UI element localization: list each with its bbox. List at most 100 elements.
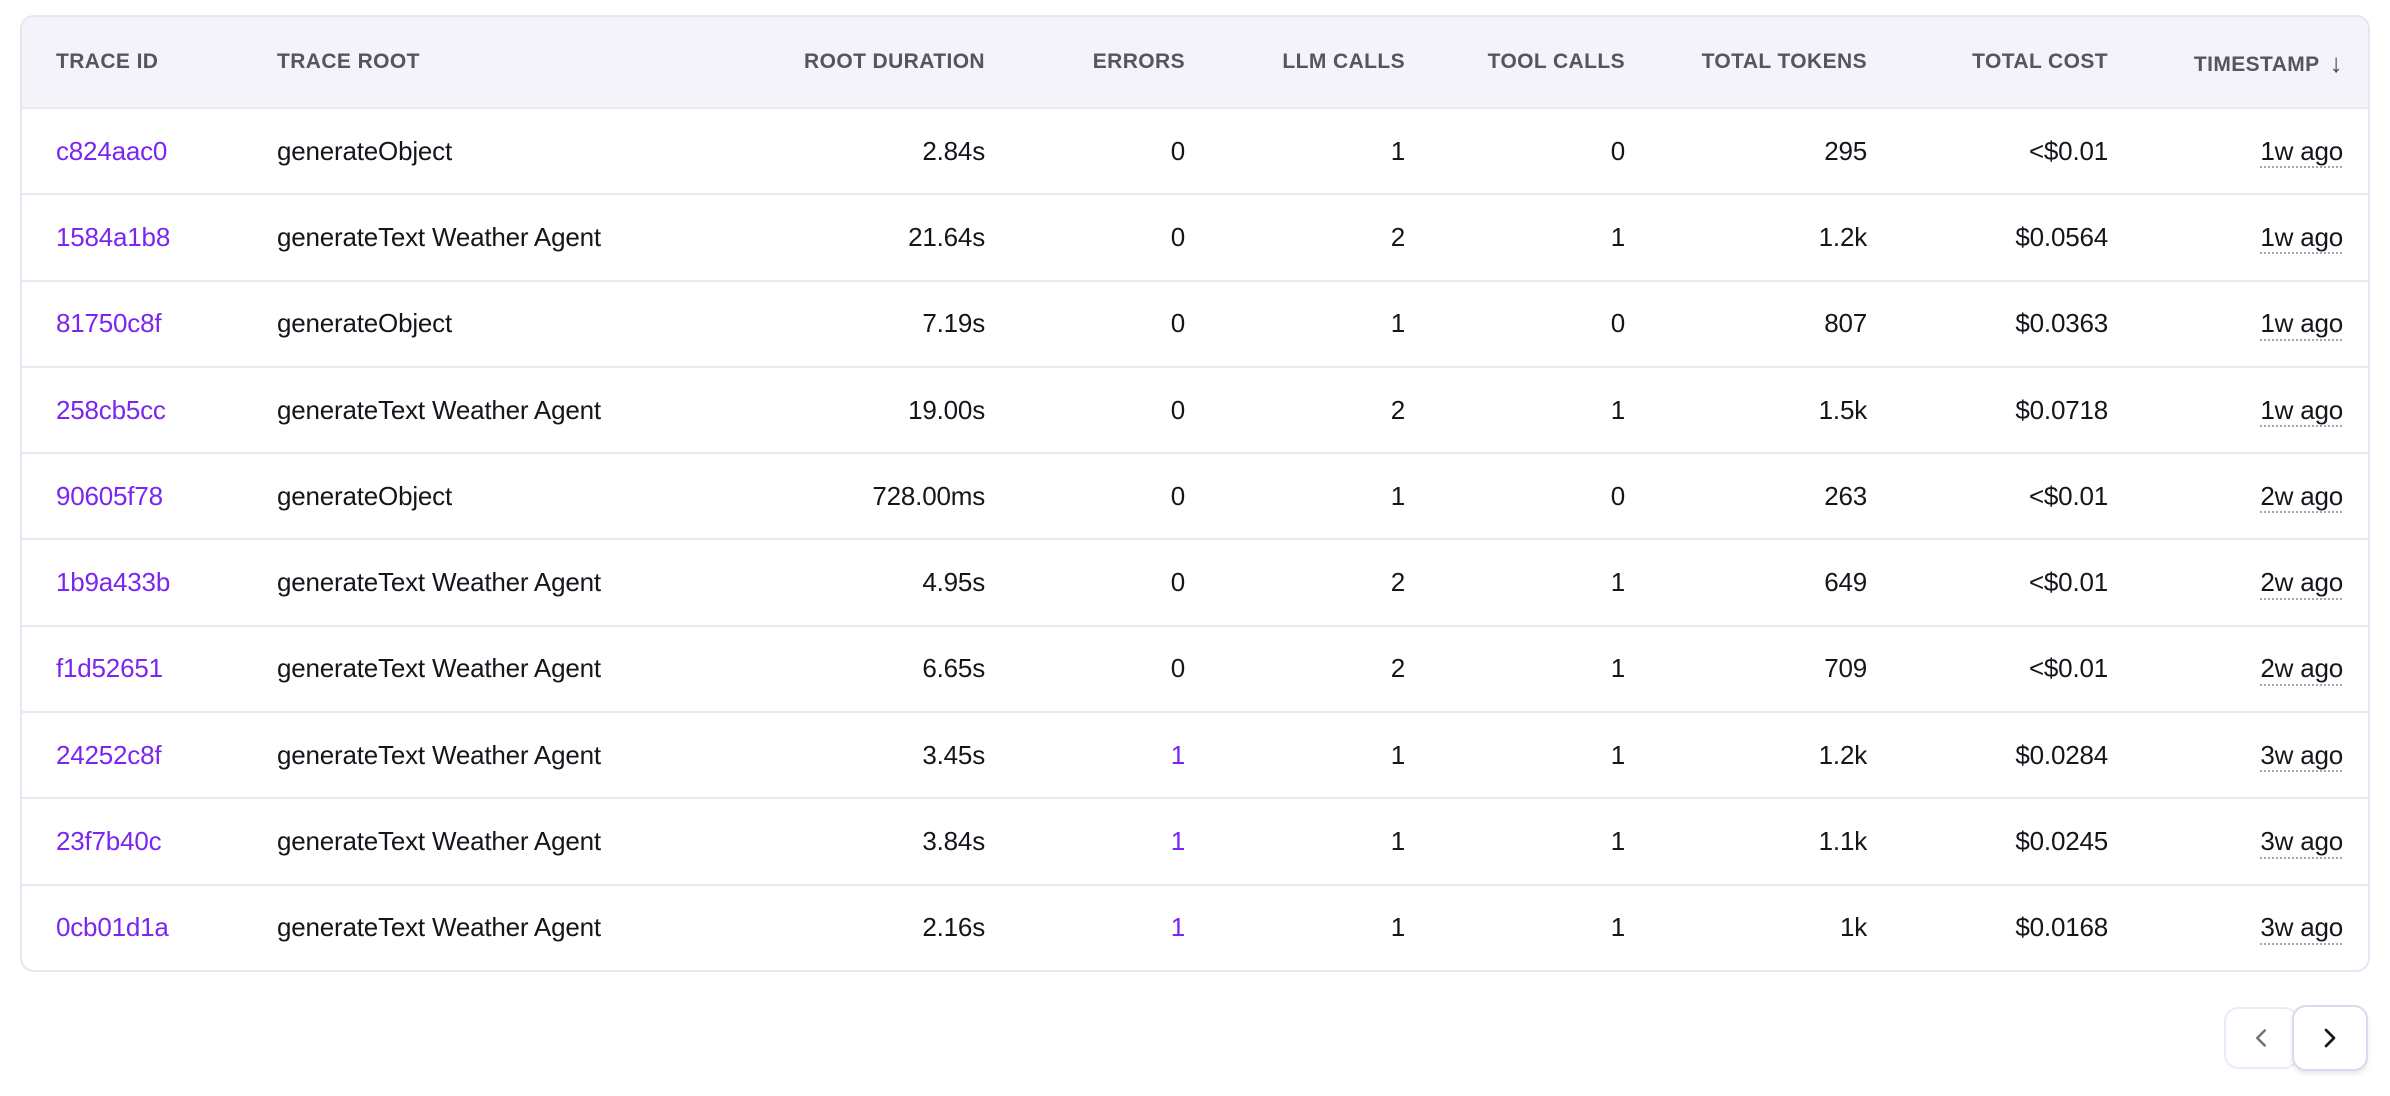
cell-llm_calls: 2 xyxy=(1390,221,1405,252)
column-header-total_tokens[interactable]: TOTAL TOKENS xyxy=(1625,50,1867,74)
cell-timestamp: 2w ago xyxy=(2108,567,2368,598)
errors-value: 1 xyxy=(1170,826,1185,857)
cell-tool_calls: 1 xyxy=(1610,653,1625,684)
table-row[interactable]: 1b9a433b generateText Weather Agent 4.95s 0… xyxy=(22,538,2368,625)
cell-timestamp: 1w ago xyxy=(2108,308,2368,339)
cell-total_tokens: 1k xyxy=(1839,912,1867,943)
cell-total_cost: <$0.01 xyxy=(2028,135,2108,166)
table-row[interactable]: 90605f78 generateObject 728.00ms 0 1 0 263 <$0.… xyxy=(22,452,2368,539)
table-row[interactable]: 23f7b40c generateText Weather Agent 3.84s 1… xyxy=(22,797,2368,884)
column-header-errors[interactable]: ERRORS xyxy=(985,50,1185,74)
cell-llm_calls: 1 xyxy=(1390,826,1405,857)
cell-errors: 1 xyxy=(985,826,1185,857)
table-row[interactable]: 0cb01d1a generateText Weather Agent 2.16s 1… xyxy=(22,883,2368,970)
cell-total_cost: <$0.01 xyxy=(2028,567,2108,598)
cell-trace_root: generateText Weather Agent xyxy=(277,221,601,252)
column-header-label: TRACE ROOT xyxy=(277,50,420,73)
cell-root_duration: 19.00s xyxy=(908,394,985,425)
timestamp-value: 1w ago xyxy=(2260,221,2343,252)
cell-timestamp: 2w ago xyxy=(2108,481,2368,512)
cell-timestamp: 1w ago xyxy=(2108,395,2368,426)
timestamp-value: 2w ago xyxy=(2260,567,2343,598)
previous-page-button[interactable] xyxy=(2224,1007,2298,1069)
column-header-label: ERRORS xyxy=(1092,50,1185,73)
trace-id-link[interactable]: c824aac0 xyxy=(56,135,168,166)
cell-tool_calls: 1 xyxy=(1610,394,1625,425)
cell-tool_calls: 0 xyxy=(1610,135,1625,166)
cell-trace_root: generateObject xyxy=(277,308,452,339)
trace-id-link[interactable]: 1584a1b8 xyxy=(56,221,171,252)
table-row[interactable]: c824aac0 generateObject 2.84s 0 1 0 295 <$0.01 1… xyxy=(22,107,2368,194)
cell-tool_calls: 1 xyxy=(1610,912,1625,943)
cell-llm_calls: 1 xyxy=(1390,480,1405,511)
trace-id-link[interactable]: 0cb01d1a xyxy=(56,912,169,943)
column-header-label: TOTAL COST xyxy=(1972,50,2108,73)
cell-trace_root: generateObject xyxy=(277,135,452,166)
trace-id-link[interactable]: 1b9a433b xyxy=(56,567,171,598)
cell-root_duration: 7.19s xyxy=(922,308,985,339)
cell-total_cost: $0.0564 xyxy=(2015,221,2108,252)
cell-total_cost: $0.0168 xyxy=(2015,912,2108,943)
cell-tool_calls: 1 xyxy=(1610,739,1625,770)
table-row[interactable]: 81750c8f generateObject 7.19s 0 1 0 807 $0.0363… xyxy=(22,279,2368,366)
table-row[interactable]: f1d52651 generateText Weather Agent 6.65s 0… xyxy=(22,624,2368,712)
trace-id-link[interactable]: 81750c8f xyxy=(56,308,162,339)
cell-trace_root: generateText Weather Agent xyxy=(277,653,601,684)
cell-errors: 1 xyxy=(985,740,1185,771)
table-row[interactable]: 1584a1b8 generateText Weather Agent 21.64s… xyxy=(22,193,2368,280)
column-header-root_duration[interactable]: ROOT DURATION xyxy=(757,50,985,74)
cell-trace_root: generateText Weather Agent xyxy=(277,739,601,770)
trace-id-link[interactable]: f1d52651 xyxy=(56,653,163,684)
next-page-button[interactable] xyxy=(2292,1005,2368,1071)
column-header-label: LLM CALLS xyxy=(1282,50,1405,73)
chevron-left-icon xyxy=(2246,1023,2276,1053)
sort-desc-arrow-icon: ↓ xyxy=(2329,47,2343,78)
cell-root_duration: 21.64s xyxy=(908,221,985,252)
cell-root_duration: 2.84s xyxy=(922,135,985,166)
traces-table: TRACE ID TRACE ROOT ROOT DURATION ERRORS LLM… xyxy=(20,15,2370,972)
cell-llm_calls: 1 xyxy=(1390,135,1405,166)
timestamp-value: 3w ago xyxy=(2260,912,2343,943)
cell-llm_calls: 1 xyxy=(1390,739,1405,770)
errors-value: 0 xyxy=(1170,308,1185,339)
trace-id-link[interactable]: 258cb5cc xyxy=(56,394,166,425)
column-header-label: TIMESTAMP xyxy=(2193,52,2320,76)
table-row[interactable]: 258cb5cc generateText Weather Agent 19.00s… xyxy=(22,365,2368,453)
cell-timestamp: 3w ago xyxy=(2108,912,2368,943)
timestamp-value: 1w ago xyxy=(2260,308,2343,339)
cell-timestamp: 2w ago xyxy=(2108,653,2368,684)
cell-root_duration: 728.00ms xyxy=(872,480,985,511)
cell-timestamp: 3w ago xyxy=(2108,740,2368,771)
table-row[interactable]: 24252c8f generateText Weather Agent 3.45s 1… xyxy=(22,711,2368,798)
column-header-label: TRACE ID xyxy=(56,50,159,73)
cell-total_cost: $0.0245 xyxy=(2015,826,2108,857)
trace-id-link[interactable]: 90605f78 xyxy=(56,480,163,511)
cell-total_cost: $0.0284 xyxy=(2015,739,2108,770)
column-header-trace_root[interactable]: TRACE ROOT xyxy=(257,50,757,74)
cell-errors: 0 xyxy=(985,395,1185,426)
errors-value: 0 xyxy=(1170,394,1185,425)
cell-errors: 1 xyxy=(985,912,1185,943)
trace-id-link[interactable]: 24252c8f xyxy=(56,739,162,770)
column-header-label: TOTAL TOKENS xyxy=(1701,50,1867,73)
column-header-trace_id[interactable]: TRACE ID xyxy=(22,50,257,74)
cell-total_cost: <$0.01 xyxy=(2028,653,2108,684)
cell-timestamp: 1w ago xyxy=(2108,222,2368,253)
column-header-tool_calls[interactable]: TOOL CALLS xyxy=(1405,50,1625,74)
cell-llm_calls: 2 xyxy=(1390,394,1405,425)
chevron-right-icon xyxy=(2314,1022,2346,1054)
cell-total_cost: <$0.01 xyxy=(2028,480,2108,511)
column-header-llm_calls[interactable]: LLM CALLS xyxy=(1185,50,1405,74)
column-header-total_cost[interactable]: TOTAL COST xyxy=(1867,50,2108,74)
cell-total_tokens: 649 xyxy=(1824,567,1867,598)
cell-trace_root: generateText Weather Agent xyxy=(277,826,601,857)
cell-tool_calls: 1 xyxy=(1610,221,1625,252)
column-header-timestamp[interactable]: TIMESTAMP ↓ xyxy=(2108,47,2368,78)
trace-id-link[interactable]: 23f7b40c xyxy=(56,826,162,857)
cell-timestamp: 3w ago xyxy=(2108,826,2368,857)
table-header-row: TRACE ID TRACE ROOT ROOT DURATION ERRORS LLM… xyxy=(22,17,2368,107)
cell-total_tokens: 1.2k xyxy=(1818,739,1868,770)
timestamp-value: 3w ago xyxy=(2260,826,2343,857)
cell-total_tokens: 263 xyxy=(1824,480,1867,511)
cell-trace_id: 23f7b40c xyxy=(22,826,257,857)
